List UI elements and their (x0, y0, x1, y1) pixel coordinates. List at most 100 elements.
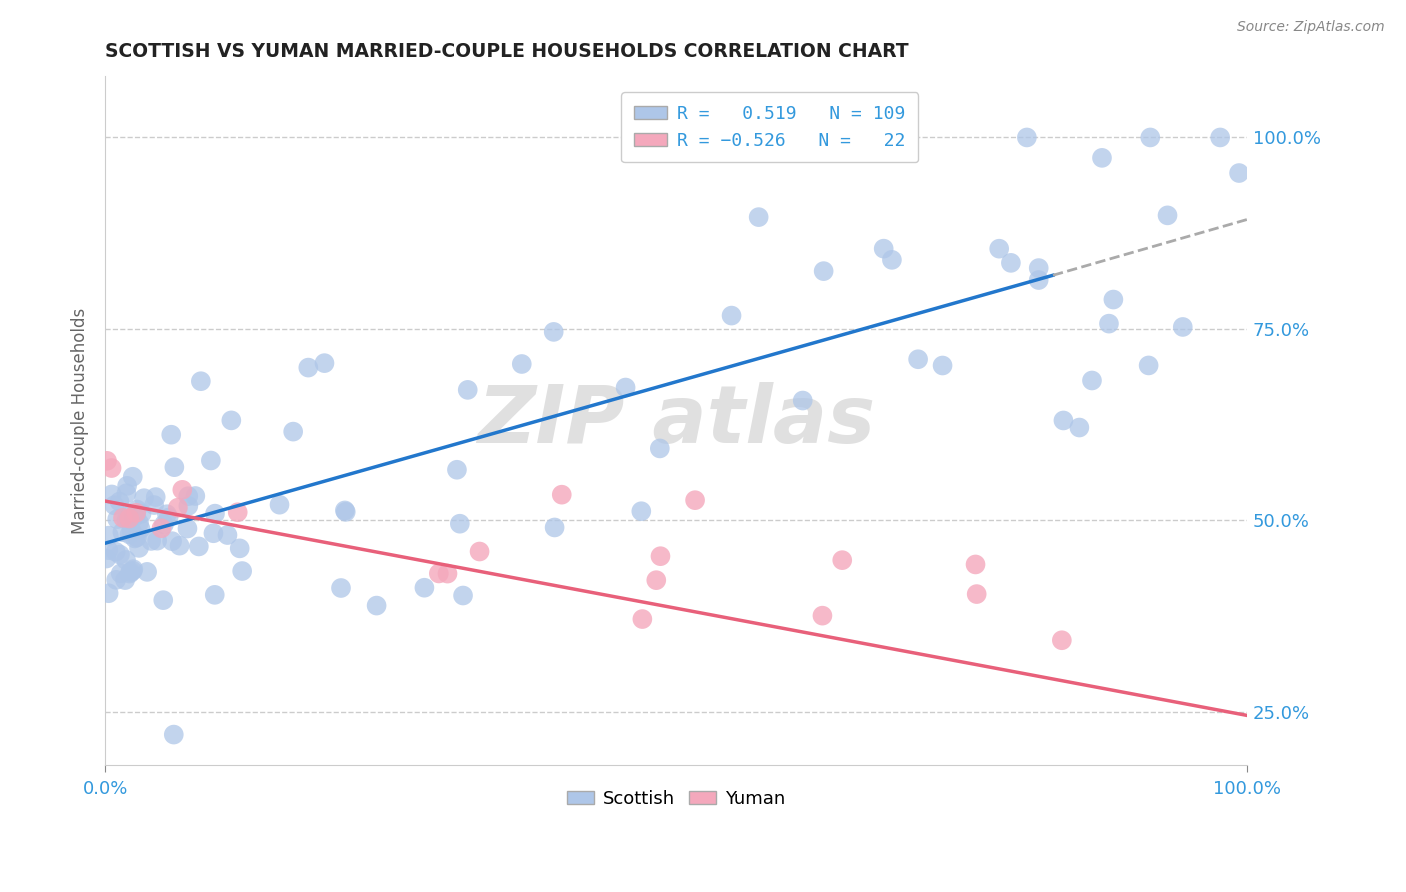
Point (228, 541, 250, 556)
Point (156, 507, 179, 521)
Point (1139, 130, 1161, 145)
Point (118, 511, 141, 525)
Point (153, 517, 176, 532)
Point (231, 564, 253, 578)
Point (1171, 320, 1194, 334)
Point (200, 453, 222, 467)
Text: Source: ZipAtlas.com: Source: ZipAtlas.com (1237, 20, 1385, 34)
Point (543, 520, 565, 534)
Point (468, 544, 491, 558)
Point (683, 493, 706, 508)
Point (335, 505, 357, 519)
Point (965, 558, 987, 572)
Point (645, 573, 668, 587)
Point (748, 210, 770, 224)
Point (125, 530, 148, 544)
Point (931, 359, 953, 373)
Point (630, 504, 652, 518)
Point (413, 581, 436, 595)
Point (115, 513, 138, 527)
Point (283, 425, 305, 439)
Text: SCOTTISH VS YUMAN MARRIED-COUPLE HOUSEHOLDS CORRELATION CHART: SCOTTISH VS YUMAN MARRIED-COUPLE HOUSEHO… (105, 42, 908, 61)
Point (1137, 359, 1160, 373)
Point (105, 512, 128, 526)
Point (120, 565, 142, 579)
Point (96, 551, 118, 566)
Point (226, 505, 249, 519)
Point (145, 490, 167, 504)
Point (436, 566, 458, 581)
Point (97, 586, 120, 600)
Point (122, 509, 145, 524)
Point (966, 587, 988, 601)
Point (150, 521, 173, 535)
Point (1209, 130, 1232, 145)
Point (118, 566, 141, 581)
Point (1000, 256, 1022, 270)
Point (988, 242, 1011, 256)
Point (105, 573, 128, 587)
Point (121, 524, 143, 538)
Point (449, 516, 471, 531)
Point (728, 130, 751, 145)
Point (366, 599, 388, 613)
Point (115, 486, 138, 500)
Point (650, 549, 672, 564)
Point (221, 413, 243, 427)
Point (792, 393, 814, 408)
Point (96, 454, 118, 468)
Point (115, 479, 138, 493)
Point (97, 528, 120, 542)
Point (190, 374, 212, 388)
Point (103, 498, 125, 512)
Point (614, 380, 637, 394)
Point (1028, 273, 1050, 287)
Point (1069, 420, 1091, 434)
Point (118, 527, 141, 541)
Point (100, 487, 122, 501)
Point (152, 593, 174, 607)
Point (1052, 413, 1074, 427)
Point (132, 491, 155, 506)
Point (314, 356, 336, 370)
Y-axis label: Married-couple Households: Married-couple Households (72, 308, 89, 533)
Point (143, 498, 166, 512)
Point (129, 522, 152, 536)
Point (177, 499, 200, 513)
Point (297, 360, 319, 375)
Point (121, 564, 143, 578)
Point (97, 543, 120, 558)
Point (176, 522, 198, 536)
Point (831, 553, 853, 567)
Point (169, 539, 191, 553)
Point (136, 565, 159, 579)
Point (720, 309, 742, 323)
Point (160, 534, 183, 549)
Point (160, 427, 183, 442)
Point (333, 503, 356, 517)
Point (184, 489, 207, 503)
Point (510, 357, 533, 371)
Point (120, 508, 142, 522)
Point (907, 352, 929, 367)
Point (648, 442, 671, 456)
Point (124, 532, 146, 546)
Point (167, 500, 190, 515)
Point (163, 460, 186, 475)
Point (1102, 293, 1125, 307)
Point (121, 469, 143, 483)
Point (451, 589, 474, 603)
Point (269, 498, 291, 512)
Point (128, 541, 150, 555)
Point (146, 533, 169, 548)
Point (125, 506, 148, 520)
Point (1227, 166, 1250, 180)
Point (108, 548, 131, 562)
Point (111, 525, 134, 540)
Point (1050, 633, 1073, 648)
Point (204, 588, 226, 602)
Point (631, 612, 654, 626)
Point (128, 516, 150, 530)
Point (1156, 208, 1178, 222)
Point (163, 728, 186, 742)
